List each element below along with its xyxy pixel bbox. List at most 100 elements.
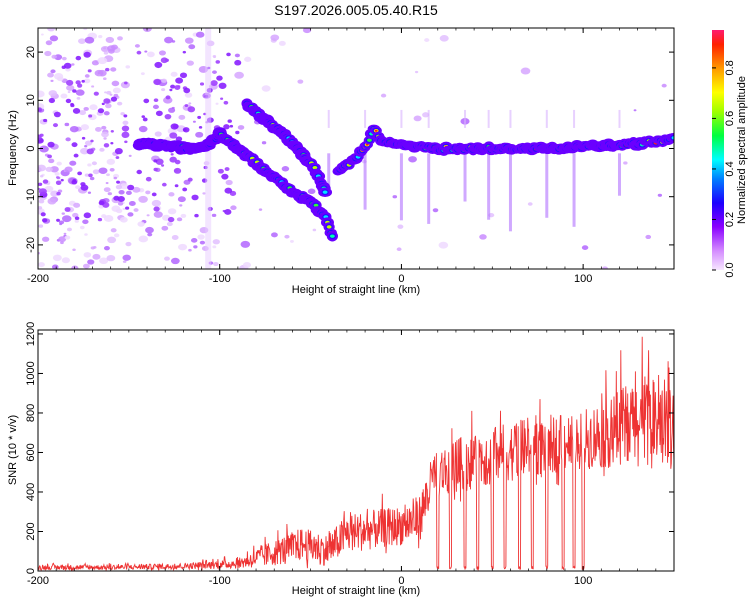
spectrogram-noise-blob xyxy=(49,35,59,42)
spectrogram-noise-blob xyxy=(87,191,92,194)
spectrogram-noise-blob xyxy=(48,90,58,97)
spectrogram-noise-blob xyxy=(120,81,130,89)
spectrogram-noise-blob xyxy=(134,44,140,48)
spectrogram-noise-blob xyxy=(103,51,109,55)
snr-xtick-label: 100 xyxy=(574,575,592,587)
spectrogram-noise-blob xyxy=(174,184,179,188)
spectrogram-noise-blob xyxy=(61,212,65,215)
spectrogram-noise-blob xyxy=(175,77,184,84)
spectrogram-noise-blob xyxy=(56,161,62,166)
spectrogram-spike xyxy=(545,153,549,218)
spectrogram-xtick-label: 100 xyxy=(574,273,592,285)
spectrogram-noise-blob xyxy=(47,28,56,32)
spectrogram-noise-blob xyxy=(62,215,72,223)
spectrogram-noise-blob xyxy=(83,212,92,219)
spectrogram-noise-blob xyxy=(223,124,230,130)
spectrogram-noise-blob xyxy=(110,44,118,50)
spectrogram-noise-blob xyxy=(180,213,187,218)
spectrogram-noise-blob xyxy=(432,208,439,213)
spectrogram-noise-blob xyxy=(218,82,227,89)
spectrogram-noise-blob xyxy=(220,97,224,100)
spectrogram-noise-blob xyxy=(54,73,64,80)
spectrogram-noise-blob xyxy=(61,56,67,61)
spectrogram-noise-blob xyxy=(116,180,121,184)
spectrogram-noise-blob xyxy=(104,91,107,94)
spectrogram-noise-blob xyxy=(224,209,232,215)
spectrogram-noise-blob xyxy=(51,54,57,59)
spectrogram-noise-blob xyxy=(41,236,50,242)
spectrogram-noise-blob xyxy=(212,70,217,74)
spectrogram-xtick-label: 0 xyxy=(398,273,404,285)
spectrogram-noise-blob xyxy=(45,40,53,46)
spectrogram-noise-blob xyxy=(47,72,54,78)
spectrogram-noise-blob xyxy=(138,235,149,243)
spectrogram-noise-blob xyxy=(392,195,398,199)
spectrogram-noise-blob xyxy=(61,65,66,69)
spectrogram-spike xyxy=(572,153,576,227)
spectrogram-noise-blob xyxy=(188,102,192,105)
spectrogram-noise-blob xyxy=(66,227,72,232)
spectrogram-noise-blob xyxy=(197,115,202,119)
spectrogram-noise-blob xyxy=(67,91,71,94)
spectrogram-noise-blob xyxy=(103,143,110,148)
colorbar-ticks: 0.0 0.2 0.4 0.6 0.8 xyxy=(712,60,736,278)
spectrogram-noise-blob xyxy=(113,233,120,238)
spectrogram-noise-blob xyxy=(187,177,193,182)
spectrogram-noise-blob xyxy=(144,50,148,53)
spectrogram-noise-blob xyxy=(312,228,317,232)
spectrogram-noise-blob xyxy=(71,179,78,185)
spectrogram-noise-blob xyxy=(307,188,316,195)
spectrogram-noise-blob xyxy=(52,254,62,262)
snr-ytick-label: 400 xyxy=(25,483,37,501)
spectrogram-noise-blob xyxy=(86,148,94,155)
spectrogram-noise-blob xyxy=(261,85,271,92)
spectrogram-noise-blob xyxy=(88,114,93,118)
spectrogram-noise-blob xyxy=(212,245,217,249)
spectrogram-noise-blob xyxy=(103,246,110,251)
spectrogram-noise-blob xyxy=(117,101,123,106)
spectrogram-noise-blob xyxy=(168,192,175,197)
spectrogram-noise-blob xyxy=(213,261,219,267)
spectrogram-noise-blob xyxy=(170,153,174,156)
spectrogram-noise-blob xyxy=(136,169,142,175)
colorbar-tick-label: 0.6 xyxy=(724,111,736,126)
spectrogram-noise-blob xyxy=(240,240,251,248)
spectrogram-noise-blob xyxy=(56,191,61,196)
spectrogram-noise-blob xyxy=(77,171,83,176)
spectrogram-noise-blob xyxy=(165,95,171,100)
snr-ytick-label: 1200 xyxy=(25,322,37,346)
spectrogram-noise-blob xyxy=(290,239,294,243)
spectrogram-noise-blob xyxy=(71,63,75,66)
spectrogram-noise-blob xyxy=(281,166,290,172)
spectrogram-noise-blob xyxy=(153,211,163,218)
spectrogram-noise-blob xyxy=(182,50,187,54)
spectrogram-noise-blob xyxy=(38,164,47,172)
spectrogram-noise-blob xyxy=(39,145,49,153)
spectrogram-noise-blob xyxy=(271,232,278,238)
spectrogram-noise-blob xyxy=(50,166,59,173)
spectrogram-noise-blob xyxy=(136,50,142,55)
spectrogram-noise-blob xyxy=(50,69,56,74)
spectrogram-noise-blob xyxy=(73,153,79,158)
spectrogram-ridge-blob xyxy=(326,230,339,242)
spectrogram-noise-blob xyxy=(408,156,417,163)
spectrogram-noise-blob xyxy=(154,131,162,137)
spectrogram-noise-blob xyxy=(87,69,92,73)
spectrogram-noise-blob xyxy=(396,247,402,251)
spectrogram-spike xyxy=(545,109,548,128)
spectrogram-noise-blob xyxy=(413,115,422,122)
spectrogram-noise-blob xyxy=(192,120,196,123)
spectrogram-ytick-label: 20 xyxy=(25,46,37,58)
spectrogram-noise-blob xyxy=(105,36,115,44)
spectrogram-noise-blob xyxy=(98,167,108,174)
spectrogram-noise-blob xyxy=(183,87,191,94)
spectrogram-noise-blob xyxy=(40,175,44,178)
spectrogram-noise-blob xyxy=(170,84,176,89)
spectrogram-noise-blob xyxy=(210,80,218,86)
spectrogram-noise-blob xyxy=(127,184,135,191)
spectrogram-noise-blob xyxy=(84,140,93,146)
spectrogram-spike xyxy=(463,153,467,202)
spectrogram-noise-blob xyxy=(83,106,89,111)
spectrogram-spike xyxy=(427,109,430,128)
spectrogram-noise-blob xyxy=(91,60,100,66)
